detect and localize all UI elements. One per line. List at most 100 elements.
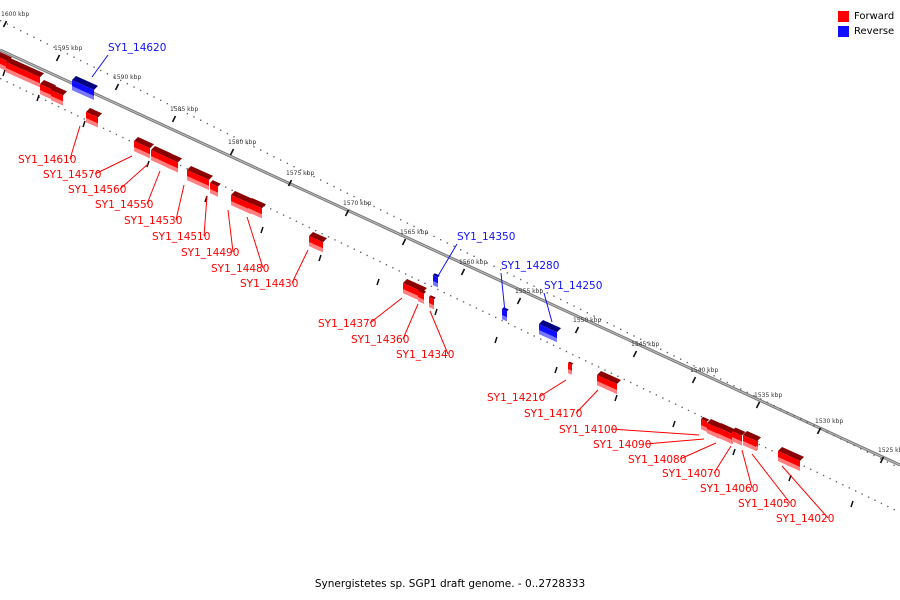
gene-label: SY1_14020 <box>776 513 834 525</box>
inner-dotted-track-dot <box>282 214 285 216</box>
gene-block-sy1-14020 <box>778 447 804 471</box>
outer-dotted-track-dot <box>260 149 262 151</box>
inner-tick <box>732 448 736 456</box>
inner-dotted-track-dot <box>450 295 452 297</box>
inner-dotted-track-dot <box>462 301 465 303</box>
outer-dotted-track-dot <box>626 331 629 334</box>
inner-dotted-track-dot <box>102 127 105 129</box>
inner-dotted-track-dot <box>675 403 677 405</box>
gene-block-sy1-14360-facet <box>418 288 427 294</box>
scale-tick-label: 1565 kbp <box>400 229 428 236</box>
scale-tick-label: 1550 kbp <box>573 317 601 324</box>
inner-dotted-track-dot <box>842 484 844 486</box>
gene-block-sy1-14090-facet <box>707 429 719 439</box>
gene-block-sy1-14480 <box>248 198 266 219</box>
scale-tick <box>401 238 407 246</box>
gene-block-sy1-14210-facet <box>568 369 572 375</box>
outer-dotted-track-dot <box>520 278 522 281</box>
outer-dotted-track-dot <box>773 404 775 407</box>
inner-dotted-track-dot <box>327 236 330 238</box>
inner-dotted-track-dot <box>591 363 593 365</box>
inner-dotted-track-dot <box>424 282 426 284</box>
outer-dotted-track-dot <box>620 328 622 331</box>
gene-leader-line <box>175 184 185 221</box>
gene-label: SY1_14090 <box>593 439 651 451</box>
outer-dotted-track-dot <box>720 378 722 380</box>
gene-leader-line <box>437 243 458 277</box>
outer-dotted-track-dot <box>646 341 649 344</box>
gene-block-sy1-14080-facet <box>717 433 733 445</box>
gene-leader-line <box>500 272 506 313</box>
inner-dotted-track-dot <box>835 481 838 483</box>
inner-dotted-track-dot <box>681 406 683 408</box>
gene-block-sy1-14610-facet <box>86 118 98 128</box>
inner-dotted-track-dot <box>880 502 883 505</box>
gene-block-sy1-14100-facet <box>701 425 707 432</box>
genome-caption: Synergistetes sp. SGP1 draft genome. - 0… <box>314 578 586 590</box>
outer-dotted-track-dot <box>233 136 235 138</box>
gene-leader-line <box>713 445 732 474</box>
gene-block-sy1-14480-facet <box>248 208 262 219</box>
outer-dotted-track-dot <box>853 444 855 447</box>
inner-tick <box>850 500 854 508</box>
outer-dotted-track-dot <box>800 418 802 420</box>
inner-tick <box>376 278 380 286</box>
outer-dotted-track-dot <box>553 295 555 297</box>
outer-dotted-track-dot <box>133 86 135 88</box>
inner-dotted-track-dot <box>533 335 535 337</box>
gene-label: SY1_14550 <box>95 199 153 211</box>
gene-leader-line <box>69 125 81 160</box>
scale-tick <box>229 148 235 156</box>
inner-dotted-track-dot <box>186 167 188 170</box>
inner-dotted-track-dot <box>861 493 863 495</box>
outer-dotted-track-dot <box>333 185 335 188</box>
outer-dotted-track-dot <box>760 398 762 400</box>
gene-block-sy1-14170 <box>597 371 621 394</box>
inner-dotted-track-dot <box>559 347 561 350</box>
outer-dotted-track-dot <box>540 288 542 291</box>
inner-dotted-track-dot <box>585 360 587 362</box>
outer-dotted-track-dot <box>513 275 515 277</box>
outer-dotted-track-dot <box>486 262 489 264</box>
inner-dotted-track-dot <box>25 90 28 92</box>
inner-dotted-track-dot <box>392 267 394 269</box>
inner-dotted-track-dot <box>552 344 555 346</box>
legend-forward: Forward <box>838 9 894 24</box>
outer-dotted-track-dot <box>846 441 849 443</box>
outer-dotted-track-dot <box>453 245 455 248</box>
outer-dotted-track-dot <box>833 434 835 437</box>
outer-dotted-track-dot <box>200 119 202 121</box>
gene-block-sy1-14340-facet <box>429 295 436 300</box>
inner-dotted-track-dot <box>649 391 651 393</box>
gene-block-sy1-14070-facet <box>732 437 742 446</box>
inner-dotted-track-dot <box>520 329 523 331</box>
gene-block-sy1-14620 <box>72 76 98 100</box>
gene-block-sy1-14250-facet <box>539 320 561 333</box>
outer-dotted-track-dot <box>113 76 115 78</box>
outer-dotted-track-dot <box>373 205 375 208</box>
gene-leader-line <box>291 249 309 284</box>
outer-dotted-track-dot <box>366 202 369 204</box>
gene-block-facet <box>6 58 44 78</box>
gene-leader-line <box>246 216 264 269</box>
outer-dotted-track-dot <box>166 102 169 105</box>
outer-dotted-track-dot <box>573 305 575 307</box>
gene-label: SY1_14080 <box>628 454 686 466</box>
outer-dotted-track-dot <box>100 69 102 72</box>
gene-label: SY1_14070 <box>662 468 720 480</box>
inner-tick <box>318 254 322 262</box>
outer-dotted-track-dot <box>633 335 635 337</box>
inner-dotted-track-dot <box>482 310 484 312</box>
outer-dotted-track-dot <box>780 408 782 410</box>
inner-dotted-track-dot <box>495 316 497 319</box>
genome-backbone-highlight <box>0 49 900 466</box>
inner-dotted-track-dot <box>289 217 291 219</box>
gene-label: SY1_14170 <box>524 408 582 420</box>
inner-tick <box>82 120 86 128</box>
outer-dotted-track-dot <box>93 66 95 68</box>
outer-dotted-track-dot <box>246 142 249 145</box>
inner-dotted-track-dot <box>700 415 703 418</box>
gene-label: SY1_14510 <box>152 231 210 243</box>
inner-dotted-track-dot <box>874 499 876 501</box>
gene-leader-line <box>751 453 791 504</box>
